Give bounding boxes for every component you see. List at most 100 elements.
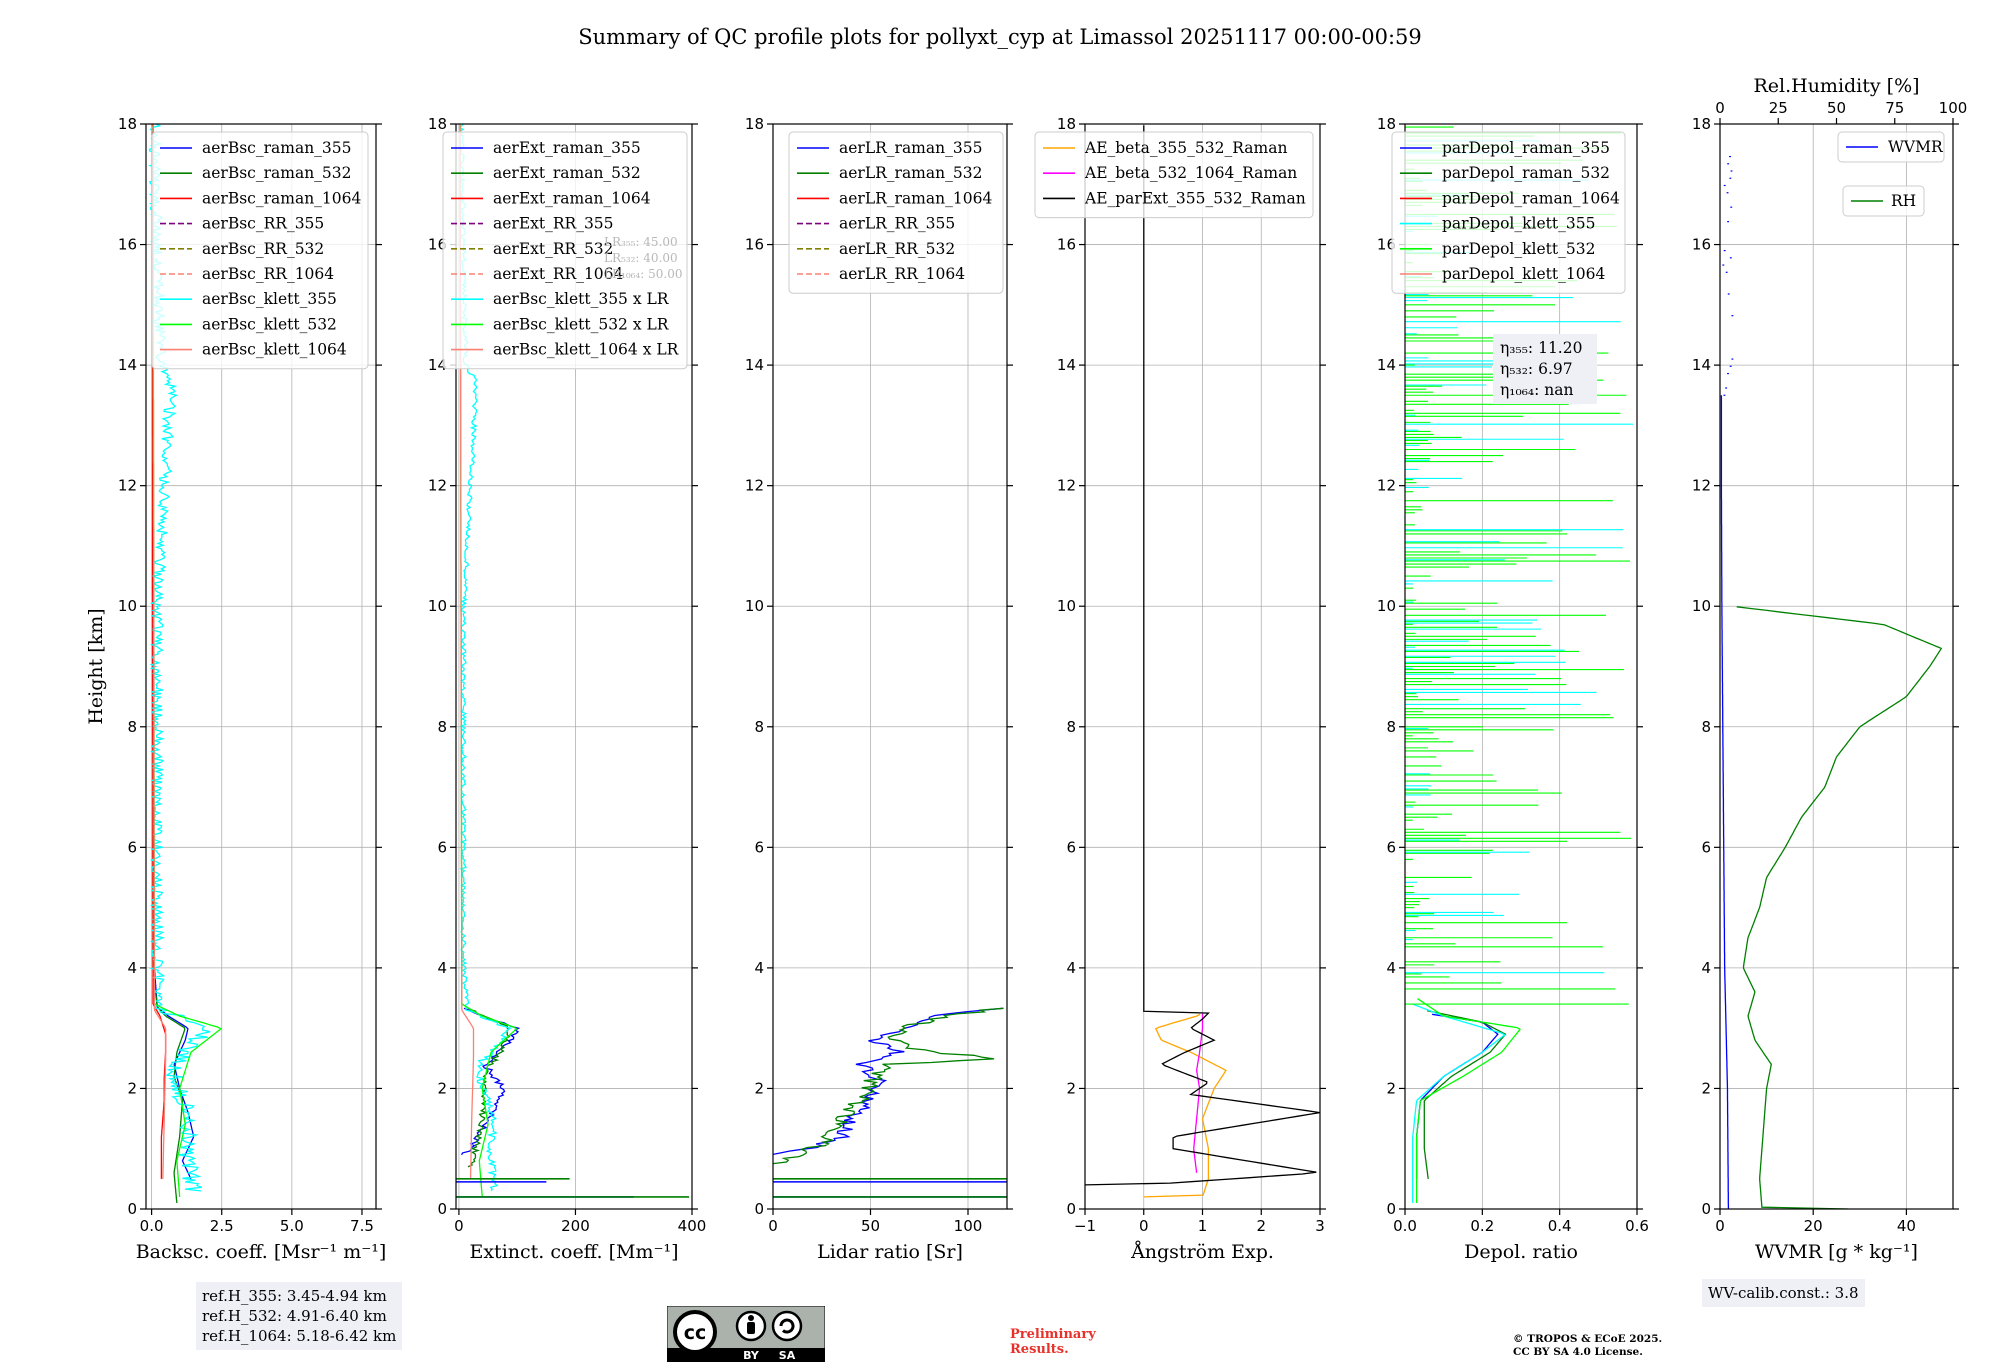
series-line-ae-0 xyxy=(1143,1013,1227,1198)
legend-entry-5: aerBsc_RR_1064 xyxy=(202,265,334,283)
x-tick-label-4: 3 xyxy=(1315,1217,1325,1235)
ref-height-355: ref.H_355: 3.45-4.94 km xyxy=(202,1287,387,1305)
x-tick-label-1: 0.2 xyxy=(1470,1217,1494,1235)
x-tick-label-3: 0.6 xyxy=(1625,1217,1649,1235)
series-line-ext-1 xyxy=(467,1007,511,1168)
legend-entry-3: parDepol_klett_355 xyxy=(1442,215,1595,233)
y-tick-label-5: 10 xyxy=(428,597,447,615)
x-tick-label-2: 100 xyxy=(954,1217,983,1235)
legend-entry-1: aerLR_raman_532 xyxy=(839,164,982,182)
x-axis-label-wv: WVMR [g * kg⁻¹] xyxy=(1755,1241,1918,1263)
y-tick-label-8: 16 xyxy=(1377,236,1396,254)
y-tick-label-2: 4 xyxy=(1066,959,1076,977)
legend-entry-6: aerBsc_klett_355 xyxy=(202,290,337,308)
reference-height-box: ref.H_355: 3.45-4.94 km ref.H_532: 4.91-… xyxy=(196,1282,403,1350)
y-tick-label-4: 8 xyxy=(127,718,137,736)
y-tick-label-0: 0 xyxy=(1701,1200,1711,1218)
axes-frame-lr xyxy=(772,123,1008,1210)
y-tick-label-1: 2 xyxy=(1701,1079,1711,1097)
y-tick-label-2: 4 xyxy=(1701,959,1711,977)
y-tick-label-5: 10 xyxy=(1692,597,1711,615)
y-tick-label-6: 12 xyxy=(118,477,137,495)
panel-ext: 0 200 400 0 2 4 6 8 10 12 14 16 18 Extinct. coeff. [M… xyxy=(428,115,706,1263)
x-tick-label-0: 0.0 xyxy=(1393,1217,1417,1235)
legend-bsc: aerBsc_raman_355 aerBsc_raman_532 aerBsc_r… xyxy=(151,131,369,370)
lr-label-0: LR₃₅₅: 45.00 xyxy=(604,235,678,249)
legend-entry-3: aerLR_RR_355 xyxy=(839,215,955,233)
x-tick-label-1: 200 xyxy=(561,1217,590,1235)
legend-entry-3: aerBsc_RR_355 xyxy=(202,215,324,233)
legend-wvmr: WVMR xyxy=(1837,131,1945,163)
y-tick-label-2: 4 xyxy=(1386,959,1396,977)
x-axis-label-bsc: Backsc. coeff. [Msr⁻¹ m⁻¹] xyxy=(136,1241,387,1263)
legend-entry-7: aerBsc_klett_532 xyxy=(202,315,337,333)
top-tick-label-3: 75 xyxy=(1885,99,1904,117)
x-tick-label-0: 0 xyxy=(768,1217,778,1235)
legend-ext: aerExt_raman_355 aerExt_raman_532 aerExt_r… xyxy=(442,131,688,370)
legend-entry-2: AE_parExt_355_532_Raman xyxy=(1084,189,1306,207)
y-tick-label-2: 4 xyxy=(437,959,447,977)
copyright-note: © TROPOS & ECoE 2025. CC BY SA 4.0 Licen… xyxy=(1513,1333,1662,1359)
y-tick-label-8: 16 xyxy=(118,236,137,254)
y-tick-label-8: 16 xyxy=(1692,236,1711,254)
top-tick-label-1: 25 xyxy=(1769,99,1788,117)
figure-title: Summary of QC profile plots for pollyxt_… xyxy=(578,25,1422,49)
y-tick-label-7: 14 xyxy=(428,356,447,374)
y-tick-label-1: 2 xyxy=(127,1079,137,1097)
legend-entry-2: aerExt_raman_1064 xyxy=(493,189,651,207)
series-line-dep-1 xyxy=(1423,1010,1507,1179)
ref-height-532: ref.H_532: 4.91-6.40 km xyxy=(202,1307,387,1325)
x-tick-label-3: 2 xyxy=(1256,1217,1266,1235)
top-tick-label-2: 50 xyxy=(1827,99,1846,117)
series-line-dep-4 xyxy=(1415,998,1521,1203)
y-tick-label-0: 0 xyxy=(754,1200,764,1218)
legend-rh: RH xyxy=(1842,185,1925,217)
eta-label-2: η₁₀₆₄: nan xyxy=(1500,381,1574,399)
x-tick-label-2: 5.0 xyxy=(280,1217,304,1235)
legend-entry-5: aerExt_RR_1064 xyxy=(493,265,624,283)
x-tick-label-2: 40 xyxy=(1897,1217,1916,1235)
legend-entry-8: aerBsc_klett_1064 xyxy=(202,341,347,359)
cc-by-sa-badge: cc BY SA xyxy=(667,1306,825,1362)
copyright-line-2: CC BY SA 4.0 License. xyxy=(1513,1346,1643,1358)
ref-height-1064: ref.H_1064: 5.18-6.42 km xyxy=(202,1327,397,1345)
y-tick-label-6: 12 xyxy=(1057,477,1076,495)
x-tick-label-0: 0 xyxy=(454,1217,464,1235)
x-tick-label-2: 0.4 xyxy=(1548,1217,1572,1235)
y-tick-label-5: 10 xyxy=(1377,597,1396,615)
x-tick-label-2: 400 xyxy=(678,1217,707,1235)
legend-entry-6: aerBsc_klett_355 x LR xyxy=(493,290,670,308)
legend-entry-3: aerExt_RR_355 xyxy=(493,215,614,233)
wv-calibration-constant: WV-calib.const.: 3.8 xyxy=(1708,1284,1859,1302)
legend-entry-4: aerLR_RR_532 xyxy=(839,240,955,258)
axes-frame-bsc xyxy=(145,123,377,1210)
legend-entry-0: AE_beta_355_532_Raman xyxy=(1084,139,1287,157)
y-tick-label-9: 18 xyxy=(745,115,764,133)
y-tick-label-8: 16 xyxy=(428,236,447,254)
copyright-line-1: © TROPOS & ECoE 2025. xyxy=(1513,1333,1663,1345)
series-line-ae-1 xyxy=(1193,1013,1204,1173)
legend-entry-wvmr: WVMR xyxy=(1888,138,1944,156)
y-tick-label-6: 12 xyxy=(428,477,447,495)
legend-entry-rh: RH xyxy=(1891,192,1916,210)
legend-entry-4: parDepol_klett_532 xyxy=(1442,240,1595,258)
y-tick-label-0: 0 xyxy=(1386,1200,1396,1218)
x-tick-label-0: −1 xyxy=(1074,1217,1096,1235)
x-axis-label-ext: Extinct. coeff. [Mm⁻¹] xyxy=(469,1241,678,1263)
legend-entry-5: parDepol_klett_1064 xyxy=(1442,265,1605,283)
y-tick-label-2: 4 xyxy=(754,959,764,977)
preliminary-line-1: Preliminary xyxy=(1010,1327,1096,1342)
eta-box: η₃₅₅: 11.20 η₅₃₂: 6.97 η₁₀₆₄: nan xyxy=(1493,334,1597,404)
sa-share-alike-icon xyxy=(771,1310,803,1342)
by-label: BY xyxy=(743,1349,760,1362)
series-group-lr xyxy=(773,1007,1007,1198)
eta-label-1: η₅₃₂: 6.97 xyxy=(1500,360,1573,378)
x-axis-label-ae: Ångström Exp. xyxy=(1130,1241,1274,1263)
series-line-wv-1 xyxy=(1736,606,1943,1209)
axes-frame-wv xyxy=(1719,123,1954,1210)
y-tick-label-5: 10 xyxy=(118,597,137,615)
top-tick-label-0: 0 xyxy=(1715,99,1725,117)
y-tick-label-8: 16 xyxy=(1057,236,1076,254)
y-tick-label-7: 14 xyxy=(745,356,764,374)
